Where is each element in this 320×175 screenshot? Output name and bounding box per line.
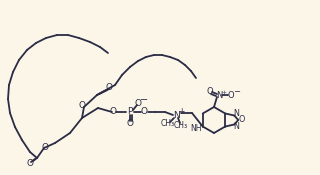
Text: −: − (140, 95, 148, 105)
Text: O: O (78, 102, 85, 110)
Text: N: N (216, 92, 222, 100)
Text: O: O (140, 107, 148, 117)
Text: N: N (233, 109, 239, 118)
Text: O: O (42, 142, 49, 152)
Text: O: O (228, 90, 234, 100)
Text: O: O (238, 116, 244, 124)
Text: O: O (134, 99, 141, 107)
Text: O: O (207, 86, 213, 96)
Text: P: P (127, 107, 133, 117)
Text: NH: NH (190, 124, 202, 133)
Text: CH₃: CH₃ (161, 120, 175, 128)
Text: O: O (109, 107, 116, 117)
Text: O: O (27, 159, 34, 169)
Text: +: + (221, 90, 227, 96)
Text: +: + (178, 107, 184, 117)
Text: O: O (126, 120, 133, 128)
Text: −: − (234, 88, 241, 96)
Text: N: N (172, 110, 180, 120)
Text: O: O (106, 82, 113, 92)
Text: CH₃: CH₃ (174, 121, 188, 130)
Text: N: N (233, 122, 239, 131)
